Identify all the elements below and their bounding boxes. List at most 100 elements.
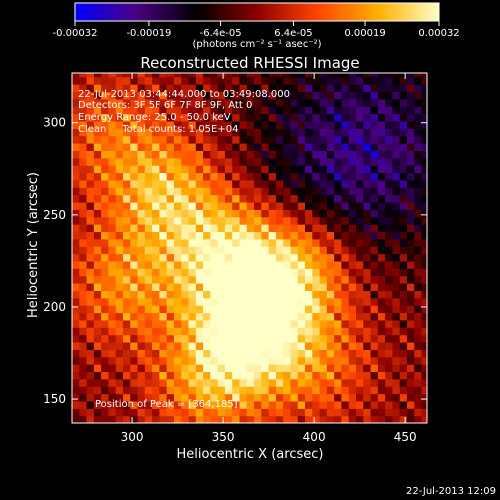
- heatmap-cell: [254, 73, 262, 78]
- heatmap-cell: [326, 209, 335, 218]
- heatmap-cell: [144, 415, 153, 423]
- heatmap-cell: [275, 224, 284, 233]
- heatmap-cell: [275, 260, 284, 269]
- heatmap-cell: [370, 179, 379, 188]
- heatmap-cell: [370, 268, 379, 277]
- heatmap-cell: [72, 364, 80, 373]
- heatmap-cell: [86, 201, 95, 210]
- heatmap-cell: [341, 128, 350, 137]
- heatmap-cell: [377, 349, 386, 358]
- heatmap-cell: [356, 209, 364, 218]
- heatmap-cell: [275, 268, 284, 277]
- heatmap-cell: [356, 76, 364, 85]
- heatmap-cell: [152, 400, 160, 409]
- heatmap-cell: [166, 319, 175, 328]
- heatmap-cell: [385, 408, 394, 417]
- heatmap-cell: [239, 84, 248, 93]
- heatmap-cell: [356, 201, 364, 210]
- heatmap-cell: [275, 349, 284, 358]
- heatmap-cell: [79, 371, 88, 380]
- heatmap-cell: [239, 201, 248, 210]
- heatmap-cell: [239, 209, 248, 218]
- heatmap-cell: [348, 165, 357, 174]
- heatmap-cell: [421, 371, 427, 380]
- heatmap-cell: [414, 179, 423, 188]
- heatmap-cell: [283, 290, 292, 299]
- heatmap-cell: [137, 312, 146, 321]
- heatmap-cell: [152, 201, 160, 210]
- heatmap-cell: [406, 400, 415, 409]
- heatmap-cell: [246, 179, 255, 188]
- heatmap-cell: [377, 73, 386, 78]
- heatmap-cell: [232, 76, 241, 85]
- heatmap-cell: [363, 76, 372, 85]
- heatmap-cell: [319, 135, 328, 144]
- heatmap-cell: [239, 231, 248, 240]
- heatmap-cell: [283, 209, 292, 218]
- heatmap-cell: [414, 341, 423, 350]
- heatmap-cell: [108, 290, 117, 299]
- heatmap-cell: [101, 341, 110, 350]
- heatmap-cell: [130, 364, 139, 373]
- heatmap-cell: [312, 165, 321, 174]
- heatmap-cell: [108, 415, 117, 423]
- heatmap-cell: [326, 253, 335, 262]
- heatmap-cell: [232, 371, 241, 380]
- heatmap-cell: [341, 106, 350, 115]
- heatmap-cell: [232, 98, 241, 107]
- heatmap-cell: [414, 165, 423, 174]
- heatmap-cell: [399, 179, 408, 188]
- heatmap-cell: [377, 319, 386, 328]
- heatmap-cell: [79, 393, 88, 402]
- heatmap-cell: [122, 386, 131, 395]
- heatmap-cell: [348, 260, 357, 269]
- heatmap-cell: [356, 349, 364, 358]
- heatmap-cell: [275, 275, 284, 284]
- heatmap-cell: [101, 305, 110, 314]
- heatmap-cell: [159, 415, 168, 423]
- heatmap-cell: [144, 349, 153, 358]
- heatmap-cell: [130, 349, 139, 358]
- heatmap-cell: [159, 393, 168, 402]
- heatmap-cell: [297, 98, 306, 107]
- heatmap-cell: [319, 231, 328, 240]
- heatmap-cell: [195, 120, 204, 129]
- heatmap-cell: [326, 165, 335, 174]
- heatmap-cell: [275, 393, 284, 402]
- heatmap-cell: [305, 393, 313, 402]
- heatmap-cell: [152, 187, 160, 196]
- heatmap-cell: [268, 408, 277, 417]
- heatmap-cell: [326, 260, 335, 269]
- heatmap-cell: [275, 364, 284, 373]
- heatmap-cell: [166, 349, 175, 358]
- heatmap-cell: [363, 246, 372, 255]
- heatmap-cell: [268, 165, 277, 174]
- heatmap-cell: [268, 150, 277, 159]
- heatmap-cell: [122, 371, 131, 380]
- heatmap-cell: [159, 260, 168, 269]
- heatmap-cell: [399, 135, 408, 144]
- heatmap-cell: [356, 84, 364, 93]
- heatmap-cell: [297, 128, 306, 137]
- heatmap-cell: [93, 364, 102, 373]
- heatmap-cell: [399, 91, 408, 100]
- heatmap-cell: [217, 172, 226, 181]
- heatmap-cell: [130, 194, 139, 203]
- heatmap-cell: [79, 327, 88, 336]
- heatmap-cell: [210, 319, 219, 328]
- heatmap-cell: [414, 224, 423, 233]
- heatmap-cell: [363, 216, 372, 225]
- heatmap-cell: [239, 224, 248, 233]
- heatmap-cell: [348, 216, 357, 225]
- heatmap-cell: [261, 253, 270, 262]
- heatmap-cell: [232, 91, 241, 100]
- heatmap-cell: [363, 415, 372, 423]
- heatmap-cell: [406, 246, 415, 255]
- heatmap-cell: [93, 187, 102, 196]
- heatmap-cell: [181, 113, 190, 122]
- heatmap-cell: [86, 216, 95, 225]
- heatmap-cell: [283, 283, 292, 291]
- heatmap-cell: [79, 364, 88, 373]
- heatmap-cell: [108, 260, 117, 269]
